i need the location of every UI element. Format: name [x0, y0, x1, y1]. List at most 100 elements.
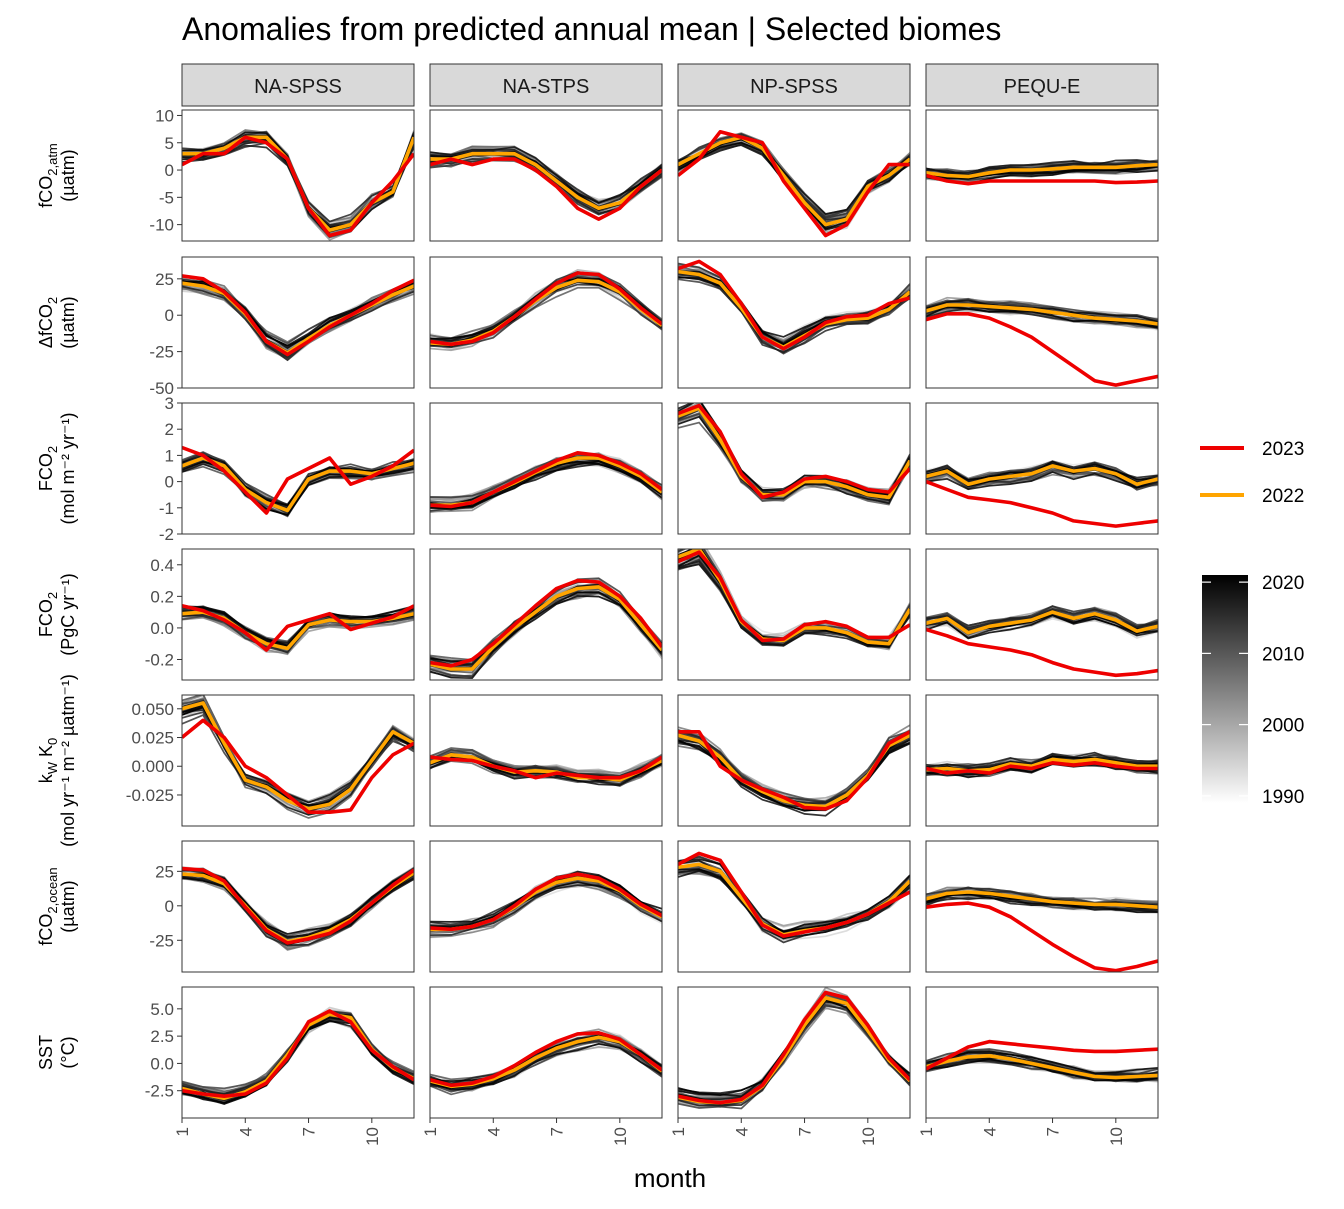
panel-na-spss-kw_k0	[182, 695, 414, 826]
panel-border	[677, 840, 911, 973]
y-tick-label: -50	[149, 379, 174, 398]
panel-na-spss-fco2_atm	[182, 110, 414, 241]
panel-pequ-e-fco2_atm	[926, 110, 1158, 241]
y-tick-label: 1	[165, 446, 174, 465]
series-line-year-2019	[926, 471, 1158, 491]
series-line-year-2017	[926, 896, 1158, 913]
y-tick-label: 0.4	[150, 556, 174, 575]
colorbar-tick-label: 1990	[1262, 787, 1304, 808]
panel-border	[429, 109, 663, 242]
series-line-2023	[926, 627, 1158, 678]
y-tick-label: 0	[165, 161, 174, 180]
panel-border	[429, 694, 663, 827]
series-line-2023	[182, 445, 414, 515]
panel-pequ-e-sst	[926, 987, 1158, 1118]
panel-border	[925, 402, 1159, 535]
y-tick-label: -10	[149, 216, 174, 235]
series-line-year-2015	[678, 273, 910, 353]
panel-border	[429, 840, 663, 973]
series-line-year-2002	[182, 278, 414, 353]
y-axis-label-unit: (µatm)	[58, 296, 78, 348]
y-axis-label-unit: (mol m⁻² yr⁻¹)	[58, 413, 78, 525]
y-tick-label: 25	[155, 862, 174, 881]
panel-na-stps-fco2_ocean	[430, 841, 662, 972]
series-line-year-2018	[926, 1051, 1158, 1079]
y-axis-label-unit: (mol yr⁻¹ m⁻² µatm⁻¹)	[58, 674, 78, 847]
y-axis-label-dfco2: ΔfCO2(µatm)	[36, 296, 78, 348]
series-line-year-2018	[430, 146, 662, 208]
colorbar: 2020 2010 2000 1990	[1202, 573, 1304, 808]
y-tick-label: 0.050	[131, 700, 174, 719]
y-tick-label: 0.025	[131, 729, 174, 748]
legend: 2023 2022	[1200, 439, 1304, 507]
y-axis-label-fco2_ocean: fCO2,ocean(µatm)	[36, 867, 78, 945]
y-tick-label: 0	[165, 897, 174, 916]
x-tick-label: 4	[236, 1127, 255, 1136]
series-line-2023	[926, 479, 1158, 528]
series-line-2022	[926, 162, 1158, 179]
chart-title: Anomalies from predicted annual mean | S…	[182, 11, 1001, 47]
panel-pequ-e-fco2_ocean	[926, 841, 1158, 972]
series-line-2023	[430, 872, 662, 932]
y-axis-label-fco2_atm: fCO2,atm(µatm)	[36, 143, 78, 208]
colorbar-gradient	[1202, 575, 1248, 803]
series-line-2023	[182, 135, 414, 238]
panel-np-spss-dfco2	[678, 257, 910, 388]
panel-border	[677, 694, 911, 827]
y-axes: 1050-5-10250-25-503210-1-20.40.20.0-0.20…	[126, 106, 182, 1101]
y-axis-label-main: FCO2	[36, 446, 60, 491]
y-axis-labels: fCO2,atm(µatm)ΔfCO2(µatm)FCO2(mol m⁻² yr…	[36, 143, 78, 1070]
panel-na-stps-fco2_mol	[430, 403, 662, 534]
y-axis-label-main: fCO2,ocean	[36, 867, 60, 945]
series-line-2023	[678, 851, 910, 938]
series-line-year-2019	[678, 870, 910, 940]
y-tick-label: 0.000	[131, 757, 174, 776]
y-axis-label-fco2_pgc: FCO2(PgC yr⁻¹)	[36, 573, 78, 656]
panel-na-stps-dfco2	[430, 257, 662, 388]
panel-border	[677, 986, 911, 1119]
y-tick-label: -25	[149, 931, 174, 950]
series-line-2023	[678, 403, 910, 500]
panel-na-spss-fco2_ocean	[182, 841, 414, 972]
panel-background	[182, 110, 414, 241]
panel-border	[925, 109, 1159, 242]
y-tick-label: -0.2	[145, 650, 174, 669]
y-axis-label-main: fCO2,atm	[36, 143, 60, 208]
series-line-year-2021	[182, 606, 414, 647]
y-axis-label-unit: (µatm)	[58, 880, 78, 932]
y-tick-label: -2.5	[145, 1082, 174, 1101]
series-line-2023	[678, 729, 910, 811]
series-line-year-2020	[926, 1058, 1158, 1082]
panel-border	[677, 548, 911, 681]
series-line-year-2021	[926, 1050, 1158, 1075]
x-tick-label: 4	[484, 1127, 503, 1136]
y-axis-label-unit: (°C)	[58, 1036, 78, 1068]
series-line-year-2021	[182, 1016, 414, 1104]
series-line-2023	[926, 311, 1158, 387]
panel-border	[181, 109, 415, 242]
x-tick-label: 4	[980, 1127, 999, 1136]
series-line-2023	[430, 578, 662, 668]
panel-np-spss-fco2_atm	[678, 110, 910, 241]
panel-background	[430, 841, 662, 972]
facet-strip-pequ-e	[925, 63, 1159, 107]
series-line-2023	[926, 760, 1158, 775]
colorbar-tick-label: 2000	[1262, 716, 1304, 737]
facet-strip-np-spss	[677, 63, 911, 107]
y-tick-label: 2.5	[150, 1027, 174, 1046]
facet-strip-na-spss	[181, 63, 415, 107]
panel-border	[181, 548, 415, 681]
x-tick-label: 10	[611, 1127, 630, 1146]
series-line-2023	[182, 274, 414, 357]
series-line-year-2019	[926, 299, 1158, 323]
x-tick-label: 4	[732, 1127, 751, 1136]
panel-na-spss-sst	[182, 987, 414, 1118]
series-line-2023	[926, 1039, 1158, 1071]
panel-background	[430, 257, 662, 388]
y-tick-label: 25	[155, 270, 174, 289]
x-axes: 1 4 7 10 1 4 7 10 1 4 7 10 1 4 7 10	[173, 1118, 1126, 1146]
facet-strips: NA-SPSS NA-STPS NP-SPSS PEQU-E	[181, 63, 1159, 107]
y-tick-label: 0.2	[150, 587, 174, 606]
series-line-year-2016	[182, 285, 414, 362]
series-line-2022	[678, 406, 910, 500]
